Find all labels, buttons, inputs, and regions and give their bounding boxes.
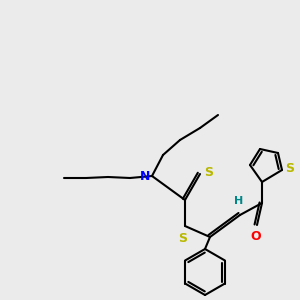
Text: N: N [140, 169, 150, 182]
Text: S: S [285, 161, 294, 175]
Text: H: H [234, 196, 244, 206]
Text: S: S [178, 232, 188, 245]
Text: O: O [251, 230, 261, 243]
Text: S: S [204, 166, 213, 178]
